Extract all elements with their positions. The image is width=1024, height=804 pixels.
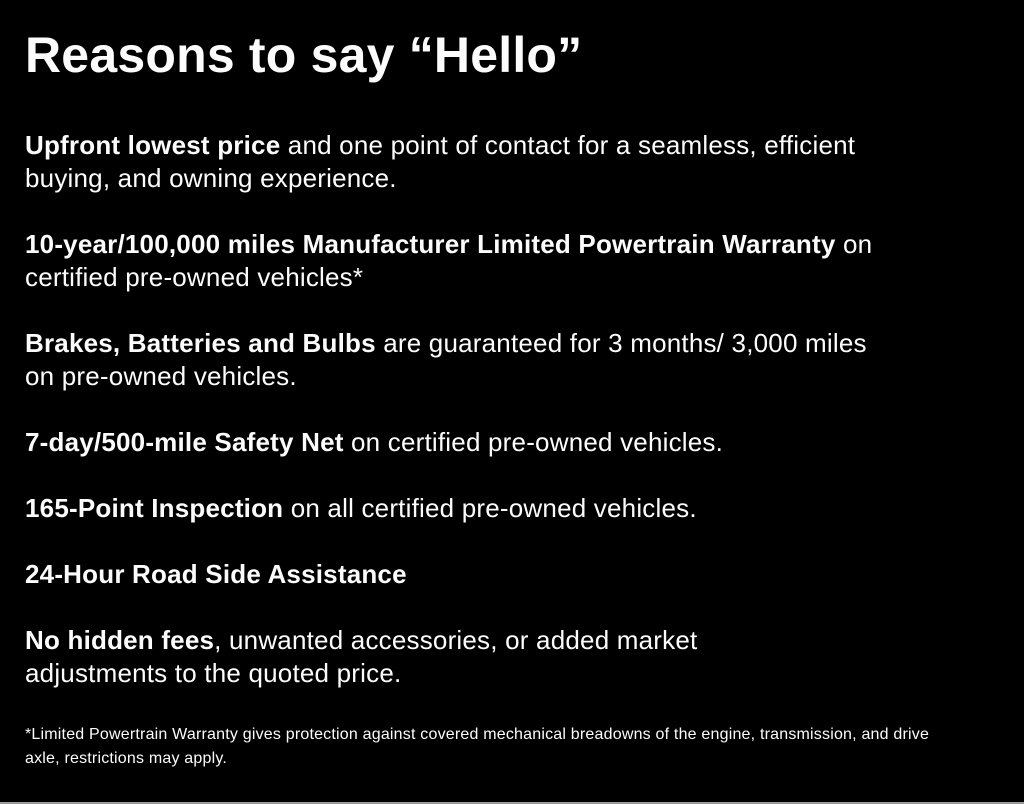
reason-text: on all certified pre-owned vehicles. <box>283 493 697 523</box>
reason-highlight: Brakes, Batteries and Bulbs <box>25 328 376 358</box>
screen-bottom-edge <box>0 802 1024 804</box>
reason-highlight: 10-year/100,000 miles Manufacturer Limit… <box>25 229 836 259</box>
reason-text: , unwanted accessories, or added market … <box>25 625 698 688</box>
reason-item-inspection: 165-Point Inspection on all certified pr… <box>25 492 1004 525</box>
reason-text: and one point of contact for a seamless,… <box>25 130 856 193</box>
reason-highlight: 7-day/500-mile Safety Net <box>25 427 344 457</box>
warranty-disclaimer: *Limited Powertrain Warranty gives prote… <box>25 726 930 767</box>
reason-item-no-hidden-fees: No hidden fees, unwanted accessories, or… <box>25 624 1004 690</box>
reason-highlight: Upfront lowest price <box>25 130 281 160</box>
reason-item-roadside-assistance: 24-Hour Road Side Assistance <box>25 558 1004 591</box>
page-title: Reasons to say “Hello” <box>25 27 583 83</box>
reason-item-brakes-batteries-bulbs: Brakes, Batteries and Bulbs are guarante… <box>25 327 1004 393</box>
reason-highlight: 165-Point Inspection <box>25 493 284 523</box>
reason-item-safety-net: 7-day/500-mile Safety Net on certified p… <box>25 426 1004 459</box>
reason-text: on certified pre-owned vehicles. <box>343 427 724 457</box>
reason-highlight: 24-Hour Road Side Assistance <box>25 559 407 589</box>
reason-highlight: No hidden fees <box>25 625 215 655</box>
reason-text: are guaranteed for 3 months/ 3,000 miles… <box>25 328 867 391</box>
reason-text: on certified pre-owned vehicles* <box>25 229 873 292</box>
reason-item-powertrain-warranty: 10-year/100,000 miles Manufacturer Limit… <box>25 228 1004 294</box>
reason-item-upfront-price: Upfront lowest price and one point of co… <box>25 129 1004 195</box>
